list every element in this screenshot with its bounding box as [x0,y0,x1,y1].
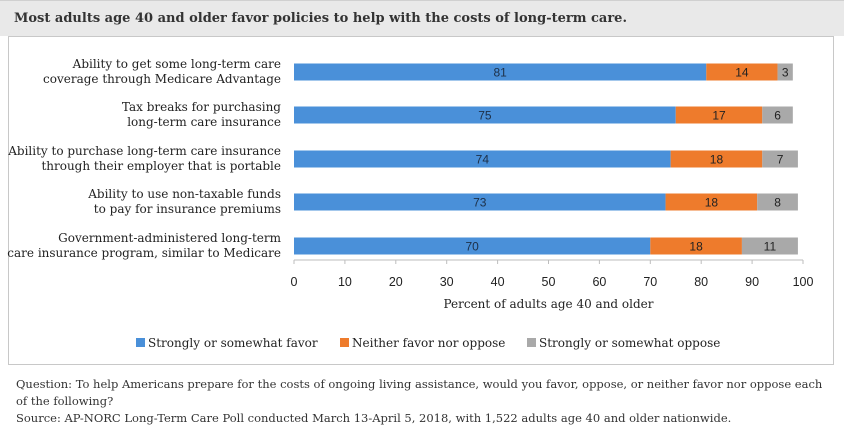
data-label: 7 [777,153,784,167]
bar-segment [741,237,798,255]
category-label: Ability to get some long-term care covera… [43,57,281,86]
data-label: 70 [465,240,479,254]
data-label: 18 [710,153,724,167]
bar-segment [294,193,666,211]
chart-title: Most adults age 40 and older favor polic… [14,11,627,26]
data-label: 11 [764,240,777,254]
x-tick-label: 40 [491,275,505,289]
category-label: Ability to use non-taxable funds to pay f… [87,187,281,216]
bar-segment [670,150,763,168]
x-tick-label: 100 [793,275,814,289]
question-note: Question: To help Americans prepare for … [16,377,823,408]
data-label: 17 [712,109,726,123]
footer: Question: To help Americans prepare for … [16,376,828,427]
legend-label: Neither favor nor oppose [352,336,505,350]
x-tick-label: 50 [542,275,556,289]
source-note: Source: AP-NORC Long-Term Care Poll cond… [16,411,732,425]
x-axis-title: Percent of adults age 40 and older [443,297,653,311]
bar-segment [665,193,758,211]
x-tick-label: 0 [291,275,298,289]
data-label: 8 [774,196,781,210]
x-tick-label: 10 [338,275,352,289]
legend-label: Strongly or somewhat oppose [539,336,720,350]
data-label: 18 [689,240,703,254]
x-tick-label: 70 [643,275,657,289]
bar-segment [777,63,793,81]
data-label: 14 [735,66,749,80]
data-label: 3 [782,66,789,80]
data-label: 75 [478,109,492,123]
title-bar: Most adults age 40 and older favor polic… [0,0,844,36]
bar-segment [675,106,763,124]
bar-segment [294,106,676,124]
x-tick-label: 60 [592,275,606,289]
data-label: 74 [476,153,490,167]
bar-segment [757,193,798,211]
bar-segment [650,237,742,255]
bar-segment [294,237,651,255]
x-tick-label: 20 [389,275,403,289]
stacked-bar-chart: Ability to get some long-term care covera… [7,57,814,350]
data-label: 6 [774,109,781,123]
bar-segment [762,150,798,168]
data-label: 81 [493,66,507,80]
legend-swatch [527,338,536,347]
x-tick-label: 90 [745,275,759,289]
category-label: Tax breaks for purchasing long-term care … [122,100,281,129]
category-label: Government-administered long-term care in… [7,231,281,260]
bar-segment [762,106,793,124]
x-tick-label: 80 [694,275,708,289]
bar-segment [294,63,707,81]
data-label: 73 [473,196,487,210]
bar-segment [706,63,778,81]
category-label: Ability to purchase long-term care insur… [7,144,281,173]
legend-swatch [340,338,349,347]
bar-segment [294,150,671,168]
legend-swatch [136,338,145,347]
legend-label: Strongly or somewhat favor [148,336,318,350]
data-label: 18 [705,196,719,210]
x-tick-label: 30 [440,275,454,289]
